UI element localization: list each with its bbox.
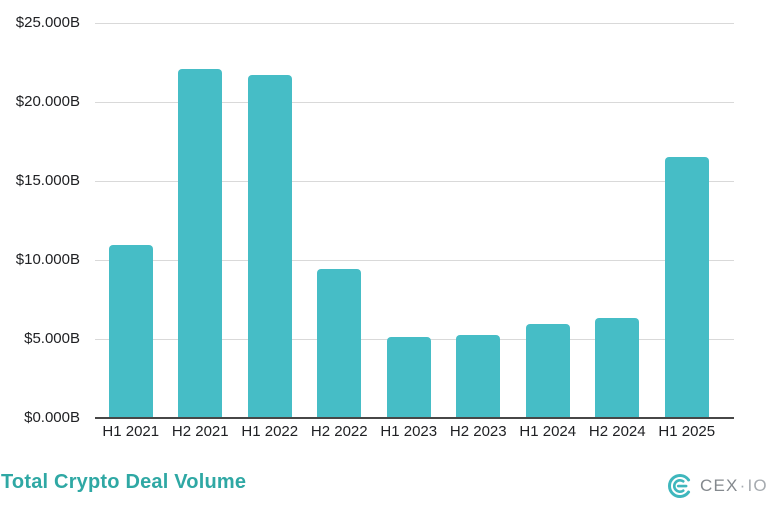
bar-h2-2024 [595,318,640,418]
cexio-logo-icon [666,472,694,500]
bar-h1-2023 [386,337,431,418]
bar-h1-2024 [525,324,570,418]
cexio-wordmark-cex: CEX [700,476,739,495]
x-tick-label-h2-2021: H2 2021 [171,423,229,440]
y-tick-label-10b: $10.000B [15,250,80,268]
cexio-wordmark: CEX·IO [700,472,768,500]
bar-h2-2022 [317,269,362,418]
bar-h2-2023 [456,335,501,418]
bar-h1-2021 [108,245,153,418]
y-tick-label-15b: $15.000B [15,171,80,189]
x-tick-label-h2-2022: H2 2022 [310,423,368,440]
cexio-wordmark-io: IO [747,476,768,495]
bar-h1-2022 [247,75,292,418]
x-tick-label-h1-2025: H1 2025 [658,423,716,440]
gridline-10b [95,259,734,261]
chart-title: Total Crypto Deal Volume [1,471,247,493]
gridline-25b [95,23,734,24]
x-tick-label-h1-2022: H1 2022 [241,423,299,440]
cexio-logo: CEX·IO [666,471,768,501]
bar-h2-2021 [178,68,223,418]
x-tick-label-h1-2024: H1 2024 [519,423,577,440]
y-tick-label-25b: $25.000B [15,14,80,31]
cexio-wordmark-separator: · [739,476,747,495]
x-tick-label-h2-2024: H2 2024 [588,423,646,440]
x-axis-line [95,416,734,419]
bar-h1-2025 [664,157,709,418]
gridline-15b [95,180,734,182]
y-tick-label-0b: $0.000B [24,408,80,426]
gridline-20b [95,101,734,103]
y-tick-label-20b: $20.000B [15,92,80,110]
x-tick-label-h1-2021: H1 2021 [102,423,160,440]
y-tick-label-5b: $5.000B [24,329,80,347]
x-tick-label-h2-2023: H2 2023 [449,423,507,440]
x-tick-label-h1-2023: H1 2023 [380,423,438,440]
